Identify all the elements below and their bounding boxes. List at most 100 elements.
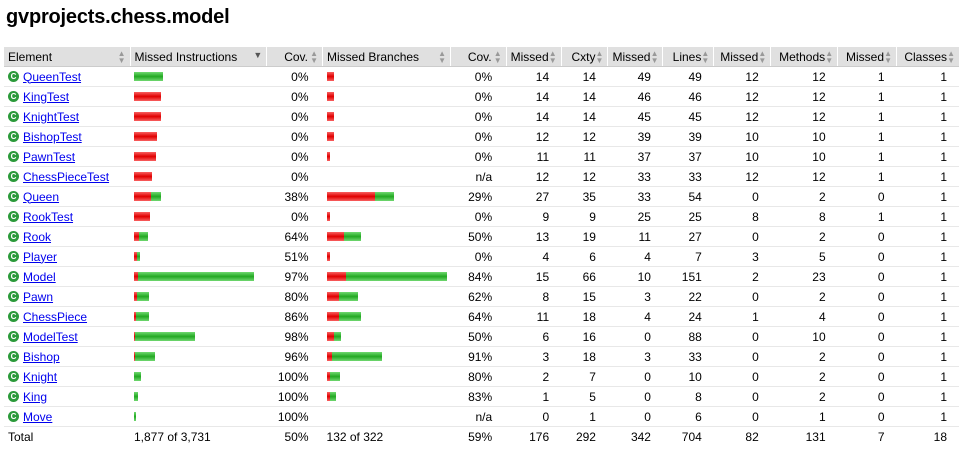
element-link[interactable]: Move [23,409,53,424]
total-classes: 18 [896,426,959,446]
classes: 1 [896,386,959,407]
class-icon: C [8,391,19,402]
cxty: 9 [561,206,608,227]
element-link[interactable]: King [23,389,48,404]
element-link[interactable]: Knight [23,369,58,384]
missed-bar-segment [326,132,334,141]
element-link[interactable]: Queen [23,189,60,204]
col-instr-cov[interactable]: Cov. ▲ ▼ [266,47,323,67]
missed-lines: 46 [607,86,663,107]
missed-methods: 8 [713,206,771,227]
missed-classes: 1 [837,206,897,227]
sort-icon: ▲ ▼ [758,49,767,65]
branches-bar-cell [322,66,451,87]
missed-methods: 2 [713,266,771,287]
missed-classes: 0 [837,346,897,367]
table-row: C Bishop 96% 91% 3 18 3 33 0 2 0 1 [4,346,959,367]
covered-bar-segment [134,372,141,381]
instructions-bar-cell [130,86,267,107]
element-cell: C King [4,386,130,407]
cxty: 11 [561,146,608,167]
missed-cxty: 14 [506,66,562,87]
element-link[interactable]: BishopTest [23,129,82,144]
element-link[interactable]: Pawn [23,289,54,304]
instr-cov: 38% [266,186,323,207]
missed-lines: 45 [607,106,663,127]
branches-bar-cell [322,306,451,327]
branches-bar-cell [322,206,451,227]
methods: 2 [770,286,838,307]
instr-cov: 86% [266,306,323,327]
element-link[interactable]: QueenTest [23,69,82,84]
instr-cov: 0% [266,206,323,227]
class-icon: C [8,231,19,242]
branches-bar [326,112,447,121]
col-missed-classes[interactable]: Missed ▲ ▼ [837,47,897,67]
missed-bar-segment [326,72,334,81]
element-link[interactable]: Bishop [23,349,60,364]
col-missed-instructions[interactable]: Missed Instructions ▼ [129,47,267,67]
missed-lines: 0 [607,326,663,347]
element-link[interactable]: ChessPieceTest [23,169,110,184]
element-link[interactable]: Rook [23,229,52,244]
element-link[interactable]: Model [23,269,56,284]
missed-methods: 0 [713,186,771,207]
col-missed-cxty[interactable]: Missed ▲ ▼ [505,47,562,67]
missed-bar-segment [134,252,137,261]
element-link[interactable]: KnightTest [23,109,80,124]
class-icon: C [8,371,19,382]
missed-bar-segment [134,212,150,221]
covered-bar-segment [135,332,195,341]
cxty: 18 [561,346,608,367]
col-element[interactable]: Element ▲ ▼ [4,47,130,67]
class-icon: C [8,91,19,102]
branch-cov: 0% [450,146,507,167]
col-lines[interactable]: Lines ▲ ▼ [662,47,714,67]
covered-bar-segment [329,392,336,401]
missed-cxty: 12 [506,126,562,147]
missed-classes: 1 [837,146,897,167]
element-link[interactable]: KingTest [23,89,70,104]
cxty: 19 [561,226,608,247]
col-missed-methods[interactable]: Missed ▲ ▼ [713,47,771,67]
col-missed-lines[interactable]: Missed ▲ ▼ [607,47,663,67]
element-link[interactable]: PawnTest [23,149,76,164]
missed-methods: 10 [713,126,771,147]
col-classes[interactable]: Classes ▲ ▼ [896,47,959,67]
element-link[interactable]: ChessPiece [23,309,88,324]
classes: 1 [896,246,959,267]
missed-bar-segment [326,292,339,301]
missed-methods: 10 [713,146,771,167]
missed-cxty: 11 [506,146,562,167]
total-lines: 704 [662,426,714,446]
instructions-bar [134,352,263,361]
col-cxty[interactable]: Cxty ▲ ▼ [560,47,608,67]
methods: 5 [770,246,838,267]
missed-bar-segment [134,352,135,361]
element-link[interactable]: RookTest [23,209,74,224]
missed-bar-segment [134,172,152,181]
missed-bar-segment [326,232,344,241]
missed-classes: 1 [837,86,897,107]
instr-cov: 0% [266,126,323,147]
element-link[interactable]: Player [23,249,58,264]
col-methods[interactable]: Methods ▲ ▼ [770,47,838,67]
instr-cov: 64% [266,226,323,247]
instr-cov: 0% [266,166,323,187]
methods: 23 [770,266,838,287]
covered-bar-segment [134,392,138,401]
instr-cov: 100% [266,386,323,407]
branches-bar-cell [322,186,451,207]
missed-classes: 0 [837,286,897,307]
table-row: C ChessPieceTest 0% n/a 12 12 33 33 12 12 1 1 [4,166,959,187]
methods: 12 [770,106,838,127]
page-title: gvprojects.chess.model [6,6,230,28]
col-branch-cov[interactable]: Cov. ▲ ▼ [450,47,507,67]
missed-methods: 12 [713,86,771,107]
col-missed-branches[interactable]: Missed Branches ▲ ▼ [322,47,451,67]
instructions-bar-cell [130,286,267,307]
class-icon: C [8,331,19,342]
missed-lines: 0 [607,406,663,427]
missed-cxty: 13 [506,226,562,247]
element-link[interactable]: ModelTest [23,329,78,344]
